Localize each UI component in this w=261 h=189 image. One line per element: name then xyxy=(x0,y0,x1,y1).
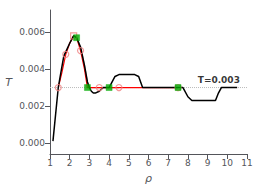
svg-text:6: 6 xyxy=(146,158,152,168)
svg-text:3: 3 xyxy=(87,158,93,168)
svg-text:0.000: 0.000 xyxy=(19,138,45,148)
svg-text:1: 1 xyxy=(47,158,53,168)
svg-text:8: 8 xyxy=(185,158,191,168)
svg-text:0.006: 0.006 xyxy=(19,27,45,37)
svg-text:T=0.003: T=0.003 xyxy=(198,75,240,85)
svg-text:4: 4 xyxy=(106,158,112,168)
svg-text:9: 9 xyxy=(205,158,211,168)
svg-text:10: 10 xyxy=(222,158,234,168)
svg-text:11: 11 xyxy=(241,158,252,168)
svg-text:0.002: 0.002 xyxy=(19,101,45,111)
svg-text:T: T xyxy=(5,76,13,89)
svg-text:ρ: ρ xyxy=(145,172,152,185)
svg-text:0.004: 0.004 xyxy=(19,64,45,74)
svg-text:2: 2 xyxy=(67,158,73,168)
svg-text:7: 7 xyxy=(165,158,171,168)
svg-text:5: 5 xyxy=(126,158,132,168)
